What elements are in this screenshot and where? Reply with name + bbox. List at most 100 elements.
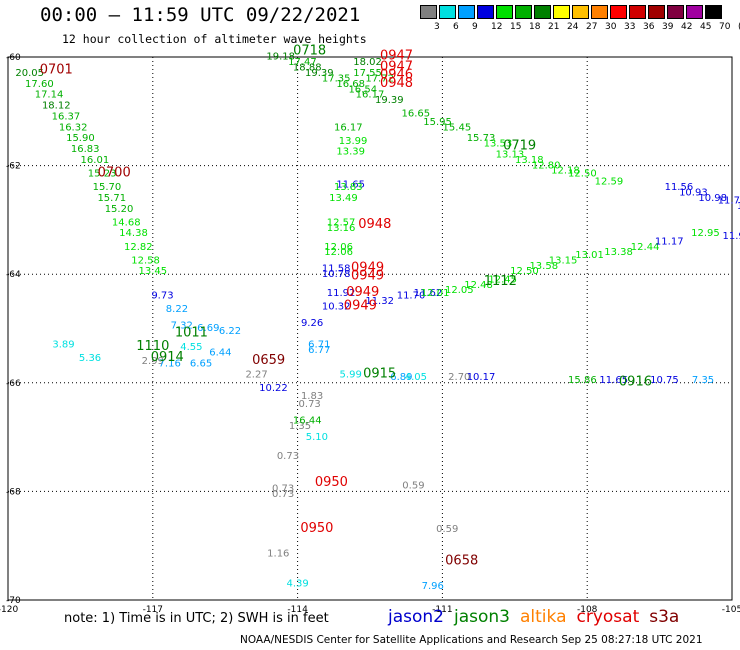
swh-data-label: 17.72 bbox=[365, 73, 394, 84]
color-swatch bbox=[610, 5, 627, 19]
x-tick-label: -120 bbox=[0, 605, 18, 615]
swh-data-label: 16.17 bbox=[334, 122, 363, 133]
pass-time-annotation: 0949 bbox=[344, 298, 377, 313]
pass-time-annotation: 0949 bbox=[346, 285, 379, 300]
color-scale-label: 45 bbox=[700, 22, 712, 32]
swh-data-label: 15.70 bbox=[93, 182, 122, 193]
swh-data-label: 15.71 bbox=[97, 193, 126, 204]
swh-data-label: 4.05 bbox=[405, 372, 427, 383]
color-scale-label: 21 bbox=[548, 22, 560, 32]
color-scale-label: 12 bbox=[491, 22, 503, 32]
page-title: 00:00 – 11:59 UTC 09/22/2021 bbox=[40, 4, 361, 26]
swh-data-label: 13.38 bbox=[604, 247, 633, 258]
legend-entry-s3a: s3a bbox=[649, 607, 680, 627]
swh-data-label: 7.35 bbox=[692, 375, 714, 386]
color-scale-label: 27 bbox=[586, 22, 598, 32]
color-swatch bbox=[572, 5, 589, 19]
color-scale-label: 15 bbox=[510, 22, 522, 32]
color-swatch bbox=[458, 5, 475, 19]
swh-data-label: 18.88 bbox=[293, 63, 322, 74]
note-text: note: 1) Time is in UTC; 2) SWH is in fe… bbox=[64, 611, 329, 626]
pass-time-annotation: 1110 bbox=[136, 339, 169, 354]
x-tick-label: -117 bbox=[143, 605, 163, 615]
swh-data-label: 1.83 bbox=[301, 391, 323, 402]
swh-data-label: 15.73 bbox=[467, 133, 496, 144]
color-swatch bbox=[686, 5, 703, 19]
color-scale-label: 6 bbox=[453, 22, 459, 32]
pass-time-annotation: 0948 bbox=[380, 76, 413, 91]
color-scale-label: 33 bbox=[624, 22, 636, 32]
color-swatch bbox=[648, 5, 665, 19]
swh-data-label: 13.83 bbox=[334, 182, 363, 193]
swh-data-label: 5.10 bbox=[306, 432, 328, 443]
color-scale-label: 9 bbox=[472, 22, 478, 32]
color-swatch bbox=[477, 5, 494, 19]
y-tick-label: -64 bbox=[6, 270, 21, 280]
color-scale-label: 24 bbox=[567, 22, 579, 32]
swh-data-label: 5.99 bbox=[340, 369, 362, 380]
swh-data-label: 1.35 bbox=[289, 421, 311, 432]
pass-time-annotation: 0718 bbox=[293, 43, 326, 58]
pass-time-annotation: 0948 bbox=[358, 217, 391, 232]
swh-data-label: 12.48 bbox=[464, 280, 493, 291]
swh-data-label: 10.78 bbox=[322, 269, 351, 280]
swh-data-label: 5.36 bbox=[79, 353, 101, 364]
swh-data-label: 11.70 bbox=[397, 291, 426, 302]
swh-data-label: 13.39 bbox=[336, 147, 365, 158]
color-swatch bbox=[591, 5, 608, 19]
x-tick-label: -114 bbox=[287, 605, 308, 615]
swh-data-label: 13.49 bbox=[329, 193, 358, 204]
swh-data-label: 11.56 bbox=[665, 182, 694, 193]
color-swatch bbox=[667, 5, 684, 19]
swh-data-label: 16.83 bbox=[71, 144, 100, 155]
swh-data-label: 16.44 bbox=[293, 416, 322, 427]
plot-frame bbox=[7, 56, 733, 601]
swh-data-label: 12.80 bbox=[532, 160, 561, 171]
color-scale-label: 30 bbox=[605, 22, 617, 32]
color-swatch bbox=[534, 5, 551, 19]
swh-data-label: 15.23 bbox=[88, 168, 117, 179]
swh-data-label: 9.26 bbox=[301, 318, 323, 329]
swh-data-label: 13.99 bbox=[339, 136, 368, 147]
y-tick-label: -60 bbox=[6, 53, 21, 63]
color-swatch bbox=[553, 5, 570, 19]
pass-time-annotation: 0949 bbox=[351, 260, 384, 275]
swh-data-label: 0.73 bbox=[299, 399, 321, 410]
pass-time-annotation: 0915 bbox=[363, 366, 396, 381]
pass-time-annotation: 0700 bbox=[98, 165, 131, 180]
swh-data-label: 11.17 bbox=[655, 236, 684, 247]
x-tick-label: -105 bbox=[722, 605, 740, 615]
swh-data-label: 17.47 bbox=[288, 57, 317, 68]
swh-data-label: 11.32 bbox=[365, 296, 394, 307]
color-scale-label: 70 bbox=[719, 22, 731, 32]
pass-time-annotation: 0701 bbox=[40, 62, 73, 77]
swh-data-label: 11.65 bbox=[599, 375, 628, 386]
swh-data-label: 18.02 bbox=[353, 57, 382, 68]
swh-data-label: 4.39 bbox=[286, 578, 308, 589]
swh-data-label: 12.45 bbox=[488, 274, 517, 285]
swh-data-label: 10.98 bbox=[698, 193, 727, 204]
color-swatch bbox=[496, 5, 513, 19]
swh-data-label: 16.54 bbox=[348, 84, 377, 95]
color-scale-label: 3 bbox=[434, 22, 440, 32]
swh-data-label: 11.92 bbox=[327, 288, 356, 299]
pass-time-annotation: 0659 bbox=[252, 353, 285, 368]
pass-time-annotation: 0916 bbox=[619, 375, 652, 390]
swh-data-label: 12.95 bbox=[691, 228, 720, 239]
color-swatch bbox=[420, 5, 437, 19]
color-scale-label: 39 bbox=[662, 22, 674, 32]
swh-data-label: 12.58 bbox=[131, 255, 160, 266]
swh-data-label: 16.65 bbox=[402, 109, 431, 120]
legend-entry-cryosat: cryosat bbox=[576, 607, 640, 627]
swh-data-label: 12.06 bbox=[324, 247, 353, 258]
swh-data-label: 9.73 bbox=[151, 291, 173, 302]
pass-time-annotation: 0949 bbox=[351, 269, 384, 284]
swh-data-label: 7.32 bbox=[171, 321, 193, 332]
swh-data-label: 0.73 bbox=[272, 483, 294, 494]
swh-data-label: 6.69 bbox=[197, 323, 219, 334]
y-tick-label: -68 bbox=[6, 487, 21, 497]
color-scale-label: 36 bbox=[643, 22, 655, 32]
swh-data-label: 12.01 bbox=[421, 288, 450, 299]
pass-time-annotation: 1011 bbox=[175, 326, 208, 341]
swh-data-label: 13.53 bbox=[484, 139, 513, 150]
